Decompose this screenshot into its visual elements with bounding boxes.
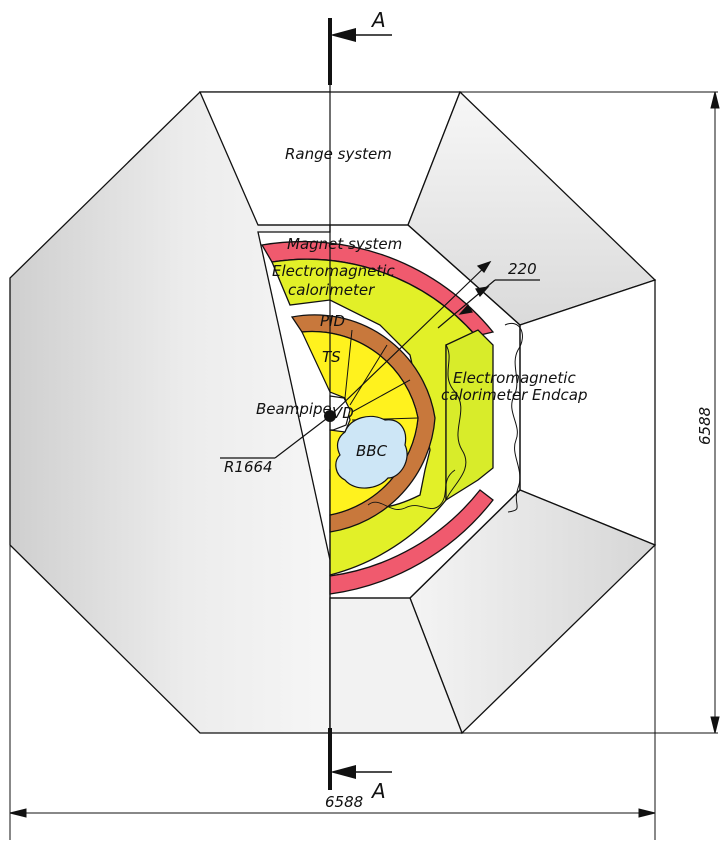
section-letter-bottom: A (370, 779, 386, 803)
section-mark-bottom (328, 728, 392, 790)
bbc (335, 415, 408, 489)
thickness-dimension (437, 279, 540, 329)
endcap-label-line2: calorimeter Endcap (441, 386, 587, 404)
magnet-system-lower (329, 489, 494, 595)
section-mark-top (328, 18, 392, 85)
vd-label: VD (332, 404, 354, 422)
ecal-label-line1: Electromagnetic (272, 262, 395, 280)
endcap-label-line1: Electromagnetic (453, 369, 576, 387)
radius-dimension-label: R1664 (224, 458, 273, 476)
beampipe-label: Beampipe (256, 400, 332, 418)
magnet-system-label: Magnet system (287, 235, 402, 253)
range-system-left-half (9, 91, 331, 734)
endcap-boundary (445, 344, 467, 501)
width-dimension (9, 545, 656, 840)
range-system-label: Range system (285, 145, 392, 163)
width-dimension-label: 6588 (325, 793, 363, 811)
ecal-barrel (271, 258, 478, 576)
ecal-label-line2: calorimeter (288, 281, 375, 299)
height-dimension (460, 91, 720, 734)
height-dimension-label: 6588 (696, 407, 714, 445)
ts-label: TS (322, 348, 341, 366)
wavy-outline (367, 469, 456, 510)
endcap-outline (504, 322, 523, 513)
ecal-endcap (445, 329, 494, 502)
radius-dimension (220, 260, 492, 459)
section-letter-top: A (370, 8, 386, 32)
pid-label: PID (320, 312, 345, 330)
thickness-dimension-label: 220 (508, 260, 537, 278)
inner-octagon-edge (258, 224, 521, 599)
bbc-label: BBC (356, 442, 388, 460)
